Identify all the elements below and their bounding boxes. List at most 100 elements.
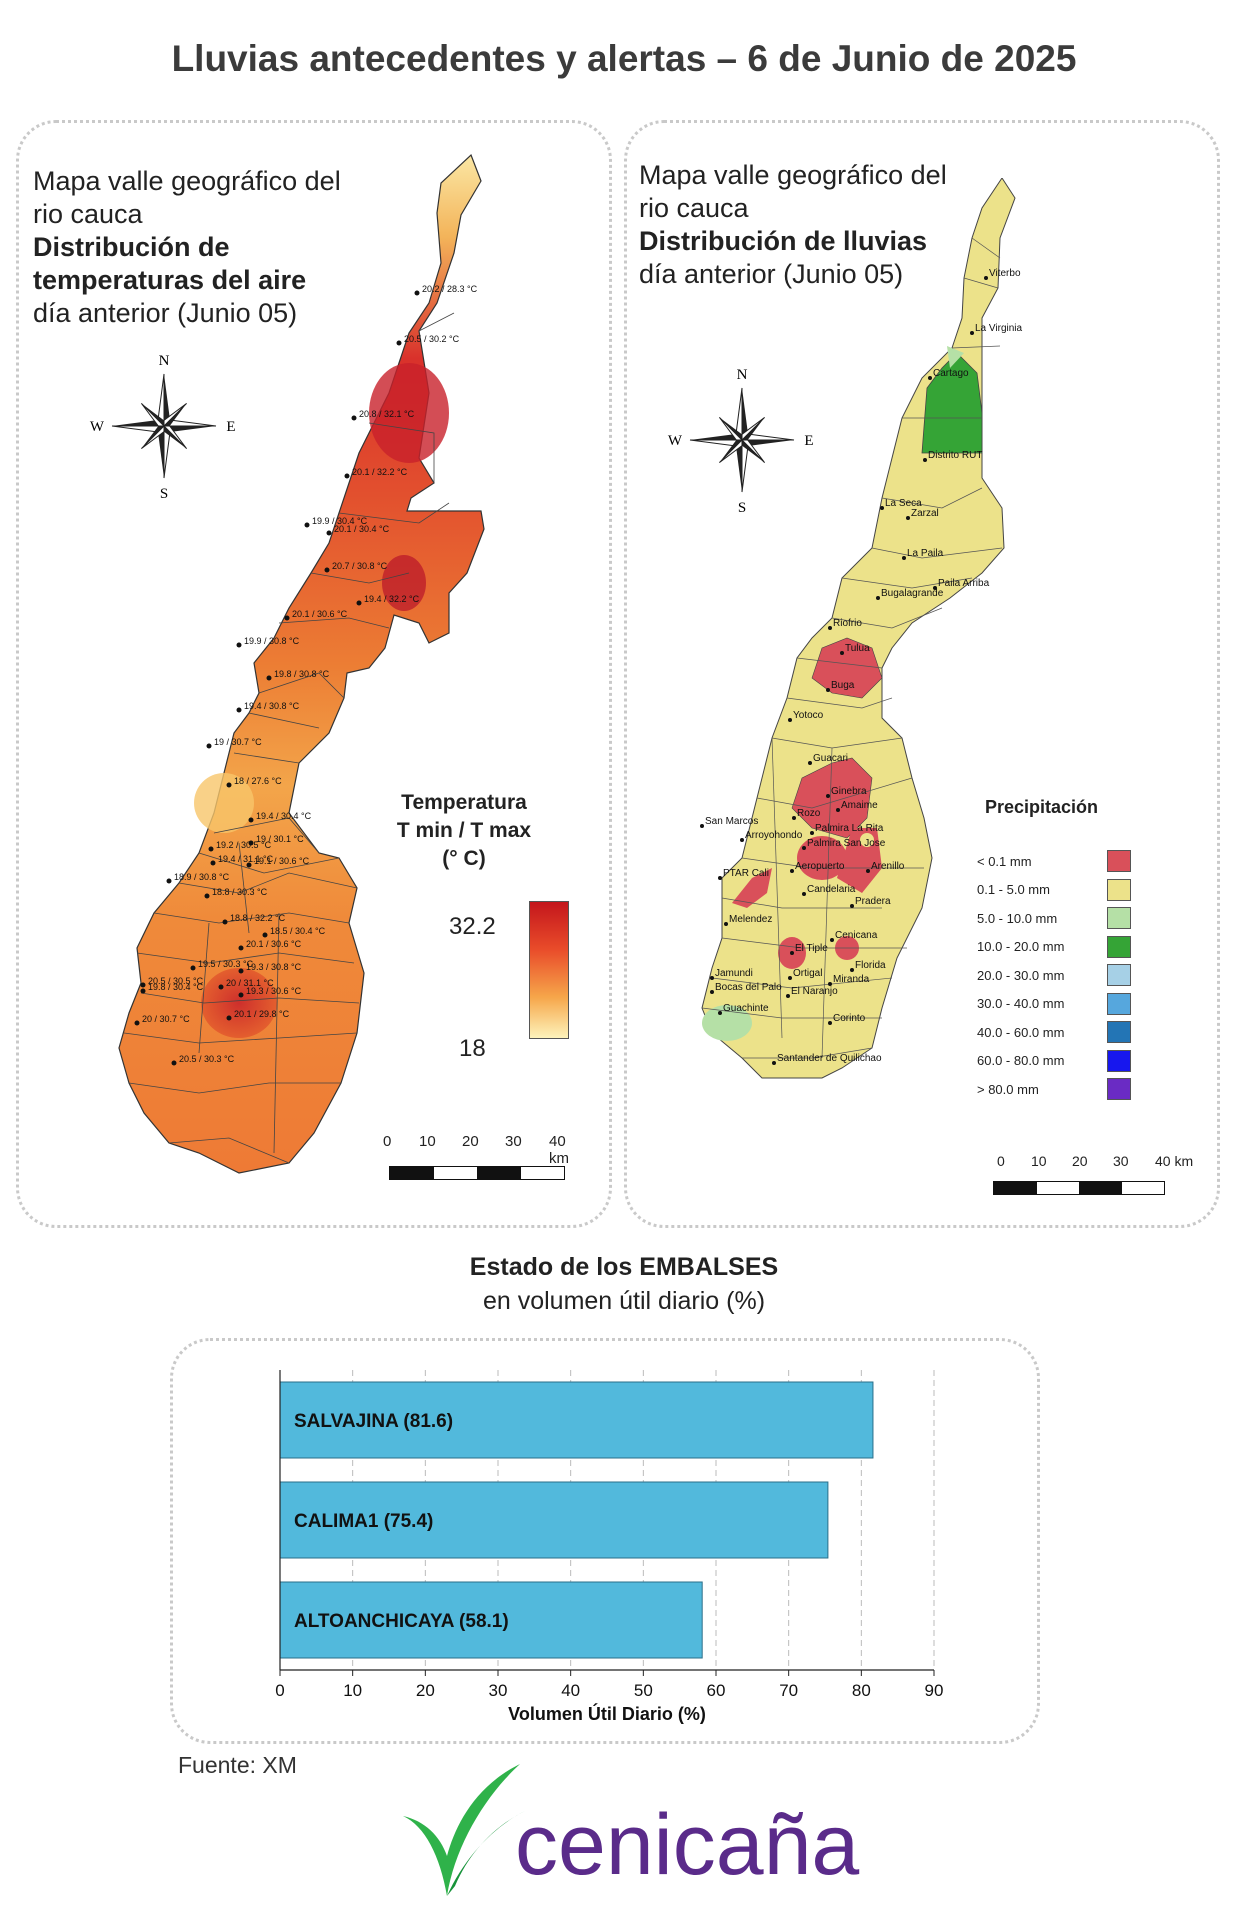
town-label: Florida xyxy=(855,960,886,971)
town-label: Rozo xyxy=(797,808,821,819)
town-dot xyxy=(933,586,937,590)
town-dot xyxy=(828,626,832,630)
svg-text:E: E xyxy=(226,419,235,435)
station-dot xyxy=(326,530,332,536)
town-label: Bugalagrande xyxy=(881,588,944,599)
legend-swatch xyxy=(1107,878,1131,901)
town-dot xyxy=(906,516,910,520)
station-label: 18.5 / 30.4 °C xyxy=(270,926,326,936)
legend-item: < 0.1 mm xyxy=(977,847,1177,875)
station-label: 19.4 / 32.2 °C xyxy=(364,594,420,604)
x-axis-label: Volumen Útil Diario (%) xyxy=(508,1703,706,1724)
station-dot xyxy=(304,522,310,528)
town-label: Ortigal xyxy=(793,968,822,979)
town-label: San Marcos xyxy=(705,816,758,827)
station-label: 19.3 / 30.8 °C xyxy=(246,962,302,972)
legend-swatch xyxy=(1107,992,1131,1015)
legend-label: 30.0 - 40.0 mm xyxy=(977,996,1065,1011)
town-label: La Paila xyxy=(907,548,944,559)
town-dot xyxy=(718,1011,722,1015)
town-dot xyxy=(826,794,830,798)
source-label: Fuente: XM xyxy=(178,1752,297,1778)
town-dot xyxy=(792,816,796,820)
station-label: 20.1 / 30.4 °C xyxy=(334,524,390,534)
rainfall-legend-title: Precipitación xyxy=(985,797,1099,817)
station-dot xyxy=(134,1020,140,1026)
station-label: 20.1 / 30.6 °C xyxy=(292,609,348,619)
town-label: Distrito RUT xyxy=(928,450,982,461)
temperature-legend-title: Temperatura T min / T max (° C) xyxy=(396,791,532,870)
town-dot xyxy=(802,846,806,850)
station-dot xyxy=(140,982,146,988)
town-label: Paila Arriba xyxy=(938,578,990,589)
town-label: Aeropuerto xyxy=(795,861,845,872)
town-label: La Seca xyxy=(885,498,922,509)
town-dot xyxy=(772,1061,776,1065)
station-label: 20 / 30.7 °C xyxy=(142,1014,190,1024)
temperature-color-ramp xyxy=(529,901,569,1039)
town-label: Bocas del Palo xyxy=(715,982,782,993)
town-dot xyxy=(828,1021,832,1025)
legend-label: < 0.1 mm xyxy=(977,853,1032,869)
town-dot xyxy=(802,892,806,896)
legend-swatch xyxy=(1107,850,1131,872)
station-dot xyxy=(284,615,290,621)
station-dot xyxy=(236,707,242,713)
legend-max-label: 32.2 xyxy=(449,913,496,940)
bar xyxy=(279,1381,874,1459)
town-label: Guacari xyxy=(813,753,848,764)
station-dot xyxy=(166,878,172,884)
legend-label: 60.0 - 80.0 mm xyxy=(977,1053,1065,1068)
town-dot xyxy=(710,976,714,980)
town-label: Amaime xyxy=(841,800,878,811)
x-tick-label: 0 xyxy=(275,1681,284,1700)
station-dot xyxy=(238,992,244,998)
station-dot xyxy=(171,1060,177,1066)
town-label: Jamundi xyxy=(715,968,753,979)
station-label: 18.8 / 32.2 °C xyxy=(230,913,286,923)
station-dot xyxy=(262,932,268,938)
town-dot xyxy=(710,990,714,994)
town-label: Arenillo xyxy=(871,861,905,872)
station-label: 20.1 / 32.2 °C xyxy=(352,467,408,477)
station-dot xyxy=(356,600,362,606)
legend-label: 5.0 - 10.0 mm xyxy=(977,910,1058,926)
x-tick-label: 20 xyxy=(416,1681,435,1700)
legend-item: 10.0 - 20.0 mm xyxy=(977,933,1177,961)
town-label: Miranda xyxy=(833,974,870,985)
svg-text:E: E xyxy=(804,433,813,449)
town-dot xyxy=(810,831,814,835)
town-dot xyxy=(808,761,812,765)
town-dot xyxy=(828,982,832,986)
station-label: 18.9 / 30.8 °C xyxy=(174,872,230,882)
town-dot xyxy=(790,951,794,955)
legend-item: 40.0 - 60.0 mm xyxy=(977,1018,1177,1046)
legend-swatch xyxy=(1107,935,1131,958)
station-dot xyxy=(226,782,232,788)
legend-swatch xyxy=(1107,907,1131,929)
town-label: Candelaria xyxy=(807,884,856,895)
svg-text:W: W xyxy=(90,419,105,435)
temperature-map-title: Mapa valle geográfico del rio cauca Dist… xyxy=(33,166,341,328)
station-dot xyxy=(210,860,216,866)
svg-text:W: W xyxy=(668,433,683,449)
station-dot xyxy=(222,919,228,925)
svg-text:S: S xyxy=(738,500,746,515)
compass-rose-icon: N S W E xyxy=(668,367,814,515)
town-label: El Tiple xyxy=(795,943,828,954)
town-dot xyxy=(902,556,906,560)
station-label: 19 / 30.7 °C xyxy=(214,737,262,747)
town-dot xyxy=(724,922,728,926)
station-label: 19.2 / 30.5 °C xyxy=(216,840,272,850)
station-dot xyxy=(266,675,272,681)
station-dot xyxy=(204,893,210,899)
town-label: Cartago xyxy=(933,368,969,379)
bar-label: ALTOANCHICAYA (58.1) xyxy=(294,1611,509,1632)
x-tick-label: 10 xyxy=(343,1681,362,1700)
rain-scale-bar xyxy=(993,1181,1165,1195)
town-label: Palmira San Jose xyxy=(807,838,886,849)
reservoirs-panel xyxy=(170,1338,1040,1744)
station-dot xyxy=(238,945,244,951)
town-label: Arroyohondo xyxy=(745,830,803,841)
town-label: Riofrio xyxy=(833,618,862,629)
